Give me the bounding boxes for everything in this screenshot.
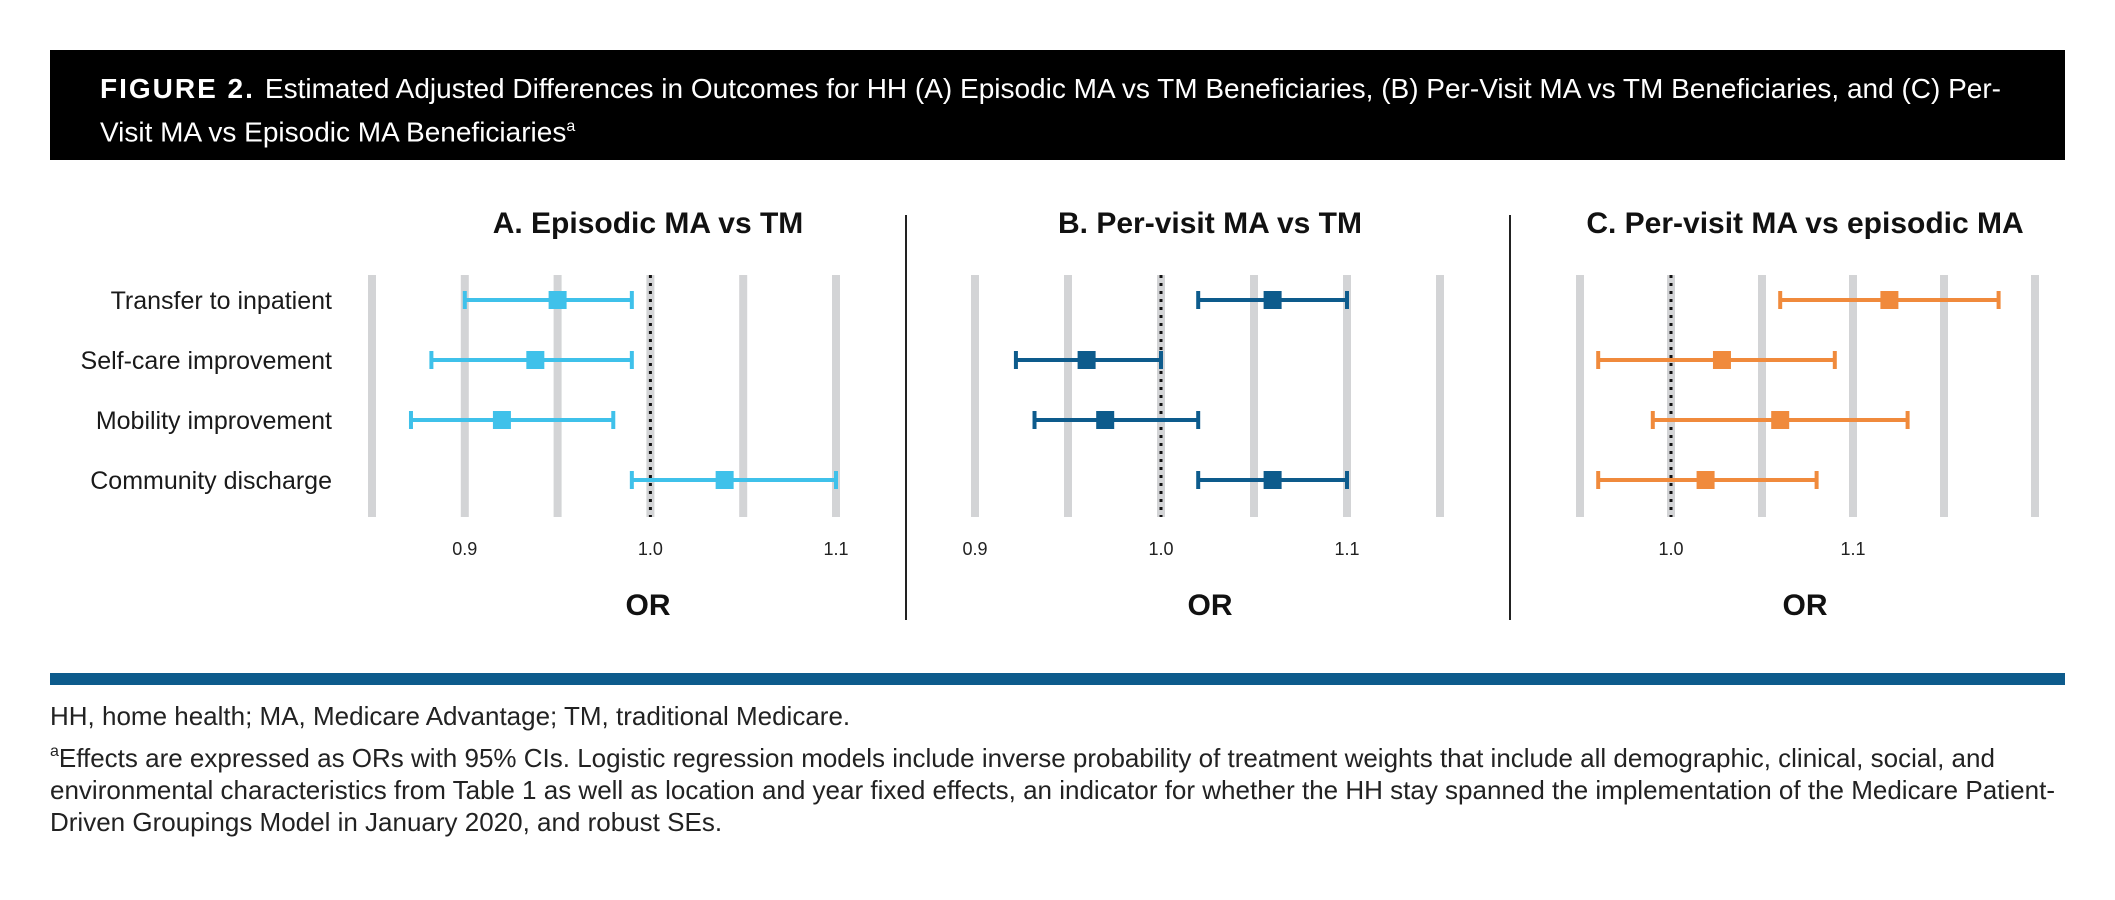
x-axis-label: OR (1783, 589, 1828, 622)
x-tick-label: 1.1 (823, 539, 848, 559)
row-label: Transfer to inpatient (111, 287, 332, 315)
grid-band (1758, 275, 1766, 517)
figure-title-superscript: a (566, 118, 576, 135)
x-tick-label: 1.1 (1334, 539, 1359, 559)
x-tick-label: 1.1 (1840, 539, 1865, 559)
footnote-note-text: Effects are expressed as ORs with 95% CI… (50, 743, 2055, 837)
point-estimate (1696, 471, 1715, 489)
x-tick-label: 1.0 (1148, 539, 1173, 559)
forest-plot-chart: Transfer to inpatient Self-care improveme… (81, 207, 2039, 622)
x-tick-label: 1.0 (1658, 539, 1683, 559)
panel-title: C. Per-visit MA vs episodic MA (1586, 207, 2023, 240)
row-label: Mobility improvement (96, 407, 332, 435)
grid-band (832, 275, 840, 517)
point-estimate (1077, 351, 1096, 369)
footnote-abbreviations: HH, home health; MA, Medicare Advantage;… (50, 701, 851, 731)
point-estimate (715, 471, 734, 489)
grid-band (460, 275, 469, 517)
grid-band (1436, 275, 1444, 517)
x-tick-label: 1.0 (638, 539, 663, 559)
panel-title: A. Episodic MA vs TM (493, 207, 804, 240)
point-estimate (1712, 351, 1731, 369)
figure-label: FIGURE 2. (100, 73, 255, 104)
grid-band (553, 275, 562, 517)
footnote-note: aEffects are expressed as ORs with 95% C… (50, 742, 2065, 838)
x-axis-label: OR (1188, 589, 1233, 622)
grid-band (1576, 275, 1584, 517)
row-label: Self-care improvement (81, 347, 333, 375)
grid-band (739, 275, 748, 517)
point-estimate (1263, 291, 1282, 309)
grid-band (1250, 275, 1258, 517)
grid-band (1940, 275, 1948, 517)
row-label: Community discharge (90, 467, 332, 495)
x-axis-label: OR (626, 589, 671, 622)
grid-band (368, 275, 376, 517)
point-estimate (548, 291, 567, 309)
x-tick-label: 0.9 (452, 539, 477, 559)
figure-title: Estimated Adjusted Differences in Outcom… (100, 73, 2001, 148)
point-estimate (526, 351, 545, 369)
grid-band (1849, 275, 1857, 517)
divider-rule (50, 673, 2065, 685)
point-estimate (1096, 411, 1115, 429)
grid-band (1064, 275, 1072, 517)
point-estimate (492, 411, 511, 429)
grid-band (2031, 275, 2039, 517)
panel-title: B. Per-visit MA vs TM (1058, 207, 1362, 240)
figure-header: FIGURE 2. Estimated Adjusted Differences … (50, 50, 2065, 160)
grid-band (971, 275, 979, 517)
footnote-mark: a (50, 743, 59, 760)
point-estimate (1771, 411, 1790, 429)
point-estimate (1263, 471, 1282, 489)
x-tick-label: 0.9 (962, 539, 987, 559)
grid-band (1343, 275, 1351, 517)
point-estimate (1880, 291, 1899, 309)
